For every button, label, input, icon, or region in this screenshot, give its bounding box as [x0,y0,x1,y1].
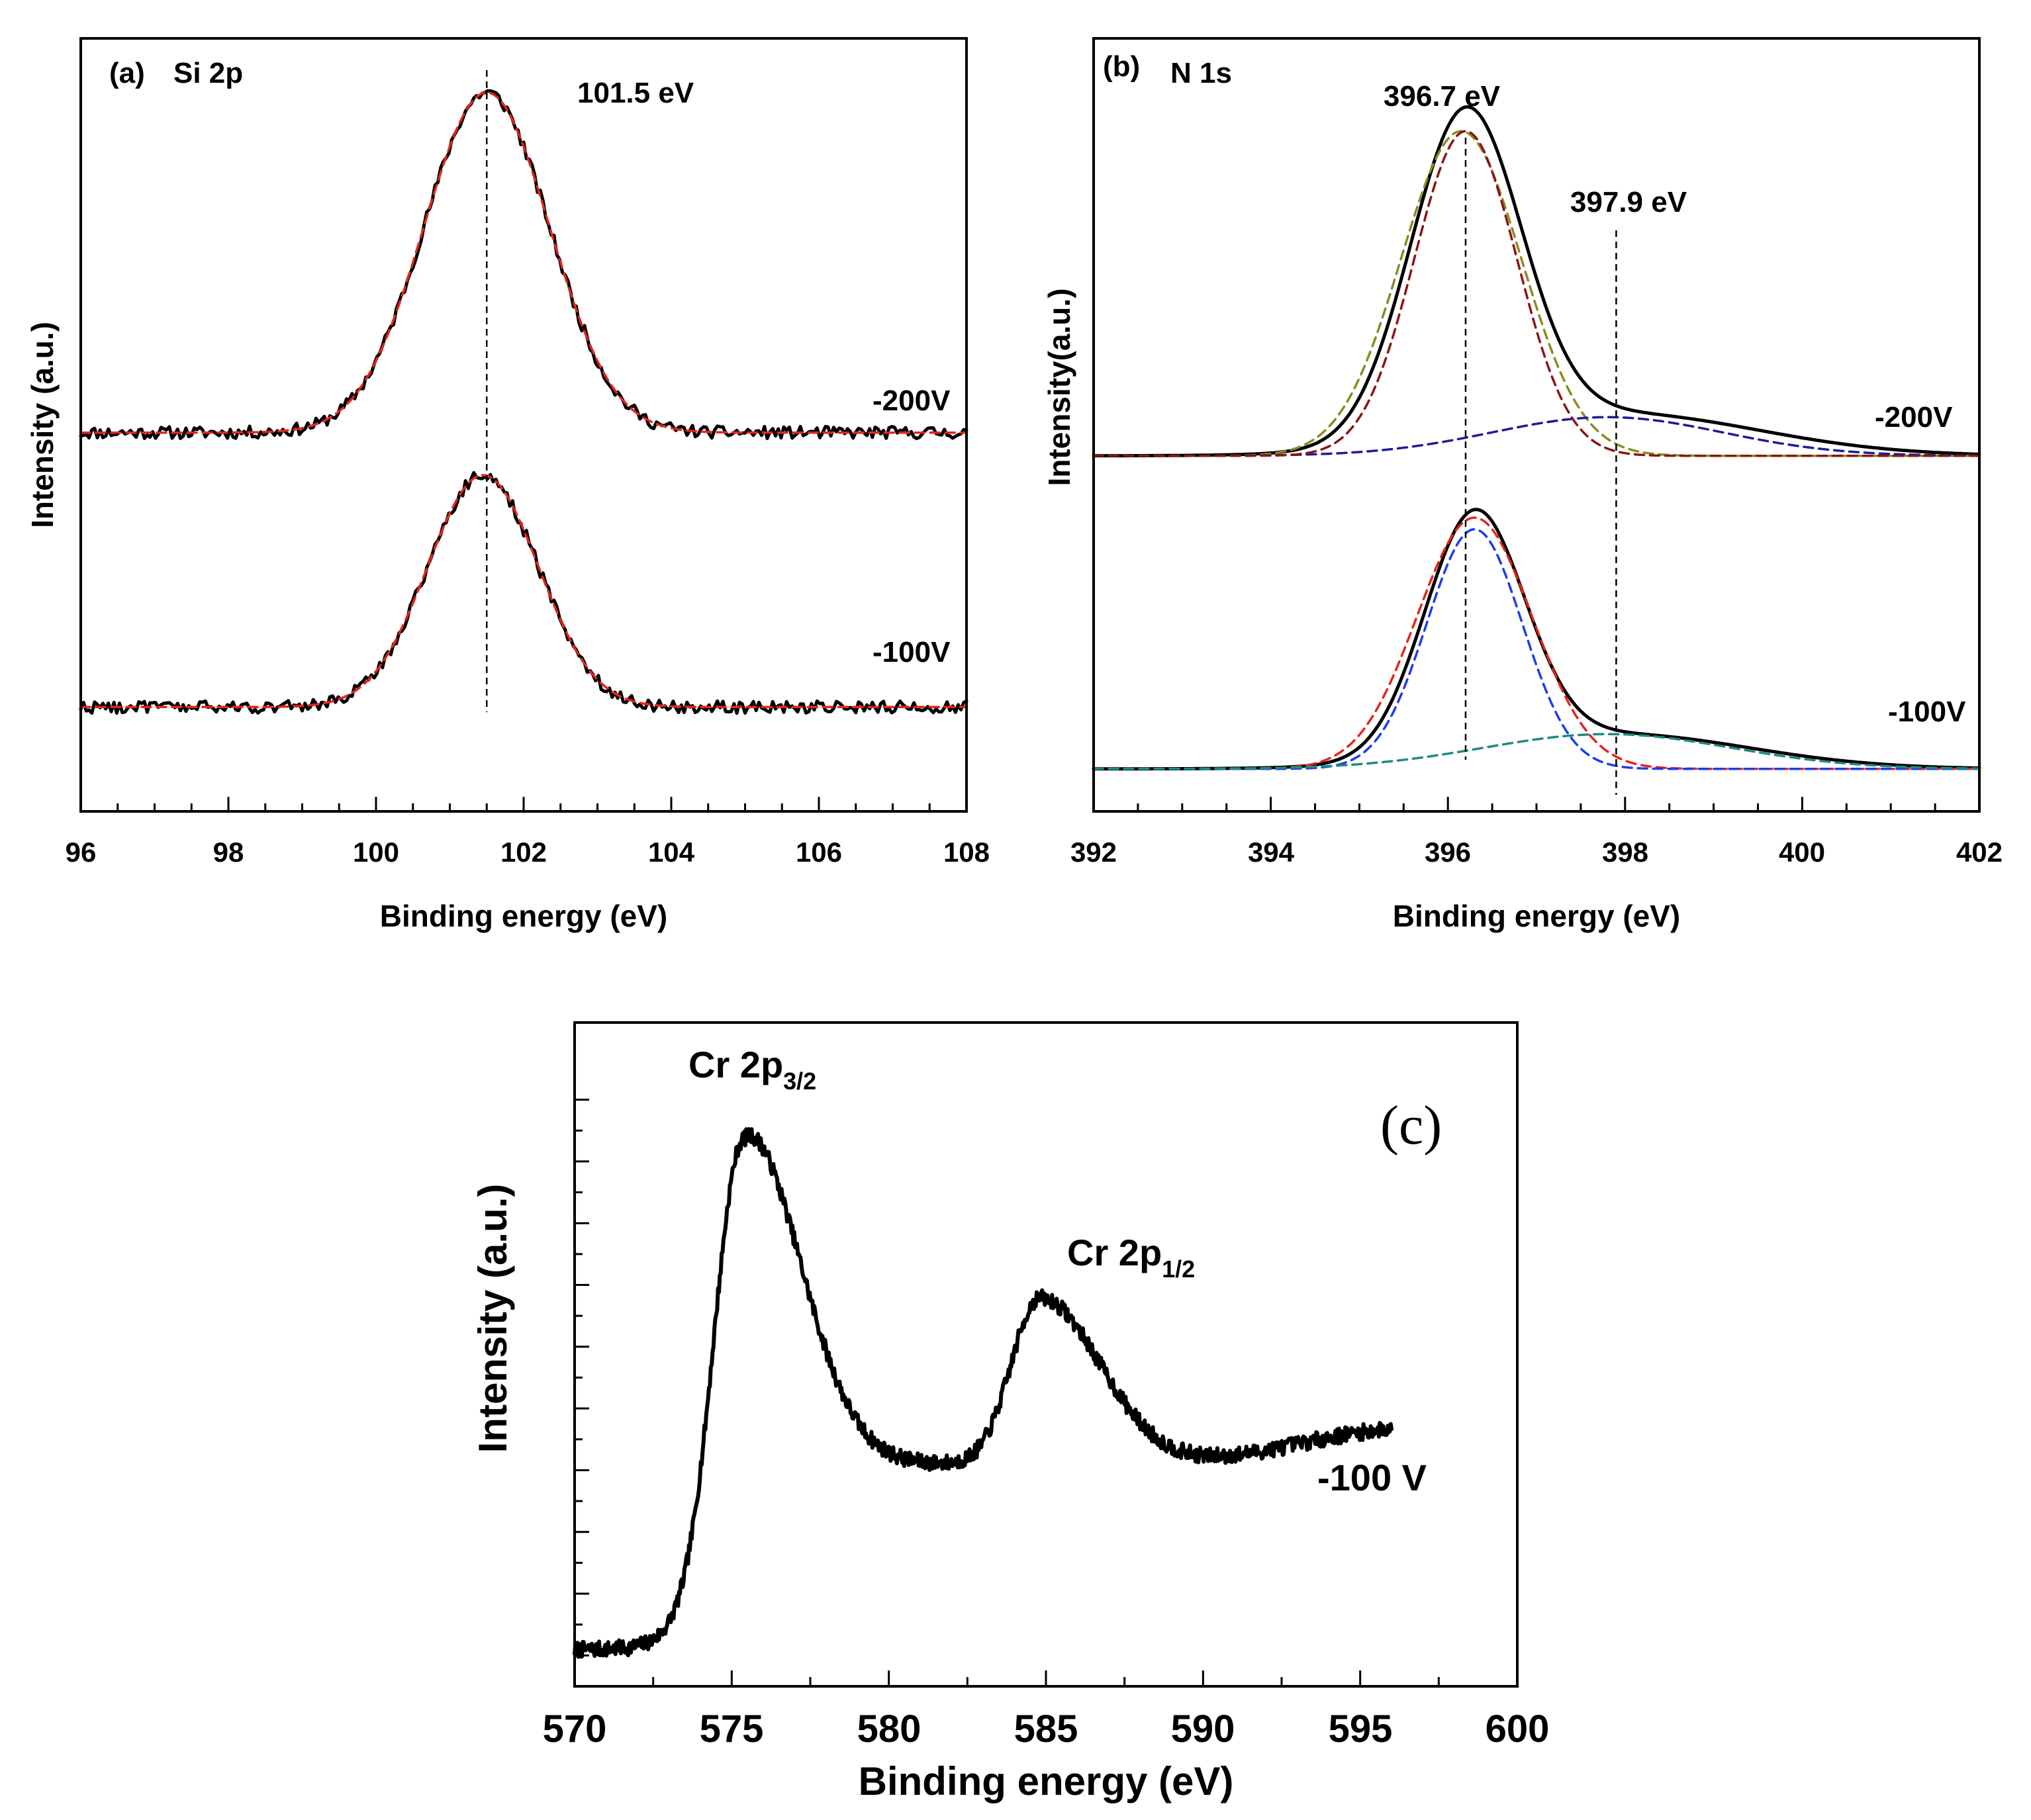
panel-c-tick-label: 595 [1329,1707,1393,1751]
panel-c-peak-label-1-2: Cr 2p1/2 [1067,1232,1195,1283]
panel-b-series-label-100v: -100V [1888,696,1966,728]
panel-b-series--100v [1092,508,1981,771]
panel-b-tick-label: 398 [1602,837,1648,868]
panel-b-peak-label-1: 396.7 eV [1384,80,1501,113]
panel-b-title: N 1s [1170,57,1232,89]
panel-a-series--100v-fit [79,474,968,709]
panel-b-series--100v-fit-total [1092,516,1981,770]
panel-c-peak-label-1-2-main: Cr 2p [1067,1232,1162,1273]
panel-b-series--100v-fit-main [1092,528,1981,770]
panel-b-series-label-200v: -200V [1875,401,1953,433]
panel-b: 392 394 396 398 400 402 Binding energy (… [1042,37,2003,933]
panel-a-series--200v [79,89,968,440]
panel-b-series--200v [1092,105,1981,458]
panel-a-x-ticks [79,797,968,811]
panel-b-x-axis-title: Binding energy (eV) [1393,899,1680,933]
panel-c-tick-label: 600 [1486,1707,1550,1751]
panel-a-tick-label: 100 [353,837,399,868]
panel-c-peak-label-3-2-main: Cr 2p [688,1044,783,1085]
panel-b-tick-label: 396 [1425,837,1471,868]
panel-a-tick-label: 98 [213,837,244,868]
panel-a-plot-frame [79,37,968,813]
panel-b-peak-label-2: 397.9 eV [1570,186,1687,218]
panel-b-x-ticks [1092,797,1981,811]
panel-a: 96 98 100 102 104 106 108 Binding energy… [25,37,990,933]
panel-c-series-label-100v: -100 V [1317,1457,1427,1498]
panel-b-tick-label: 402 [1956,837,2003,868]
panel-a-peak-label: 101.5 eV [577,77,694,109]
panel-c-y-axis-title: Intensity (a.u.) [471,1184,515,1453]
panel-a-y-axis-title: Intensity (a.u.) [25,322,60,528]
panel-c-tick-label: 570 [543,1707,607,1751]
panel-c-peak-label-3-2: Cr 2p3/2 [688,1044,816,1095]
panel-c-tick-label: 580 [857,1707,921,1751]
panel-c-tick-label: 575 [700,1707,764,1751]
panel-b-series--200v-fit-tail [1092,130,1981,457]
panel-b-series--200v-fit-n2 [1092,416,1981,457]
panel-a-tick-label: 104 [648,837,695,868]
panel-c-letter: (c) [1380,1095,1442,1156]
panel-c-tick-label: 585 [1014,1707,1078,1751]
panel-c-peak-label-3-2-sub: 3/2 [783,1068,816,1095]
panel-a-series--100v [79,471,968,715]
panel-b-series--200v-fit-main [1092,130,1981,457]
panel-b-y-axis-title: Intensity(a.u.) [1042,288,1076,486]
panel-a-tick-label: 108 [943,837,990,868]
panel-b-tick-label: 392 [1070,837,1117,868]
panel-c-peak-label-1-2-sub: 1/2 [1162,1255,1195,1283]
panel-a-title: Si 2p [173,57,243,89]
panel-c: 570 575 580 585 590 595 600 Binding ener… [471,1021,1550,1803]
panel-c-tick-label: 590 [1171,1707,1235,1751]
panel-c-ticks [573,1099,1519,1686]
panel-c-plot-frame [573,1021,1519,1688]
panel-c-series-100v [573,1127,1394,1659]
panel-c-x-axis-title: Binding energy (eV) [859,1759,1234,1803]
panel-a-series-label-100v: -100V [873,636,951,668]
panel-a-series-label-200v: -200V [873,385,951,417]
panel-a-series--200v-fit [79,91,968,434]
panel-a-tick-label: 102 [500,837,547,868]
panel-c-series-group [573,1127,1394,1659]
panel-a-tick-label: 96 [66,837,97,868]
panel-b-tick-label: 400 [1779,837,1825,868]
panel-b-series--100v-fit-n2 [1092,733,1981,770]
panel-a-tick-label: 106 [796,837,842,868]
panel-a-series-group [79,89,968,715]
panel-b-tick-label: 394 [1248,837,1295,868]
panel-b-series-group [1092,105,1981,771]
panel-b-letter: (b) [1103,50,1140,83]
panel-a-x-axis-title: Binding energy (eV) [380,899,667,933]
panel-a-letter: (a) [109,57,145,89]
